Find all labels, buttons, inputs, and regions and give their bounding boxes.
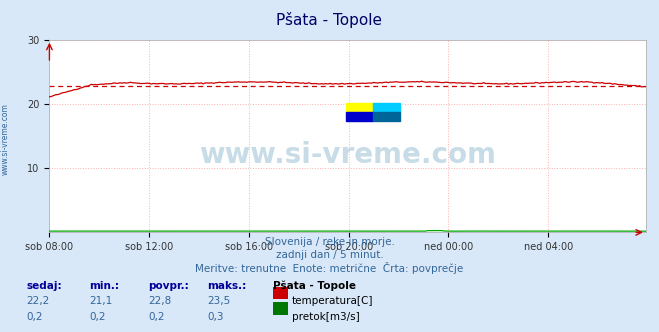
Text: Pšata - Topole: Pšata - Topole	[273, 281, 357, 291]
Text: zadnji dan / 5 minut.: zadnji dan / 5 minut.	[275, 250, 384, 260]
Text: 0,2: 0,2	[148, 312, 165, 322]
Text: 22,2: 22,2	[26, 296, 49, 306]
Text: Pšata - Topole: Pšata - Topole	[277, 12, 382, 28]
Text: min.:: min.:	[89, 281, 119, 290]
Text: maks.:: maks.:	[208, 281, 247, 290]
Text: temperatura[C]: temperatura[C]	[292, 296, 374, 306]
Text: 0,2: 0,2	[26, 312, 43, 322]
Text: 0,2: 0,2	[89, 312, 105, 322]
Bar	[373, 103, 399, 112]
Bar	[346, 112, 373, 121]
Text: 23,5: 23,5	[208, 296, 231, 306]
Text: www.si-vreme.com: www.si-vreme.com	[1, 104, 10, 175]
Text: 0,3: 0,3	[208, 312, 224, 322]
Text: Meritve: trenutne  Enote: metrične  Črta: povprečje: Meritve: trenutne Enote: metrične Črta: …	[195, 262, 464, 274]
Text: 21,1: 21,1	[89, 296, 112, 306]
Text: 22,8: 22,8	[148, 296, 171, 306]
Text: www.si-vreme.com: www.si-vreme.com	[199, 141, 496, 169]
Text: sedaj:: sedaj:	[26, 281, 62, 290]
Text: Slovenija / reke in morje.: Slovenija / reke in morje.	[264, 237, 395, 247]
Text: pretok[m3/s]: pretok[m3/s]	[292, 312, 360, 322]
Bar	[346, 103, 373, 112]
Bar	[373, 112, 399, 121]
Text: povpr.:: povpr.:	[148, 281, 189, 290]
